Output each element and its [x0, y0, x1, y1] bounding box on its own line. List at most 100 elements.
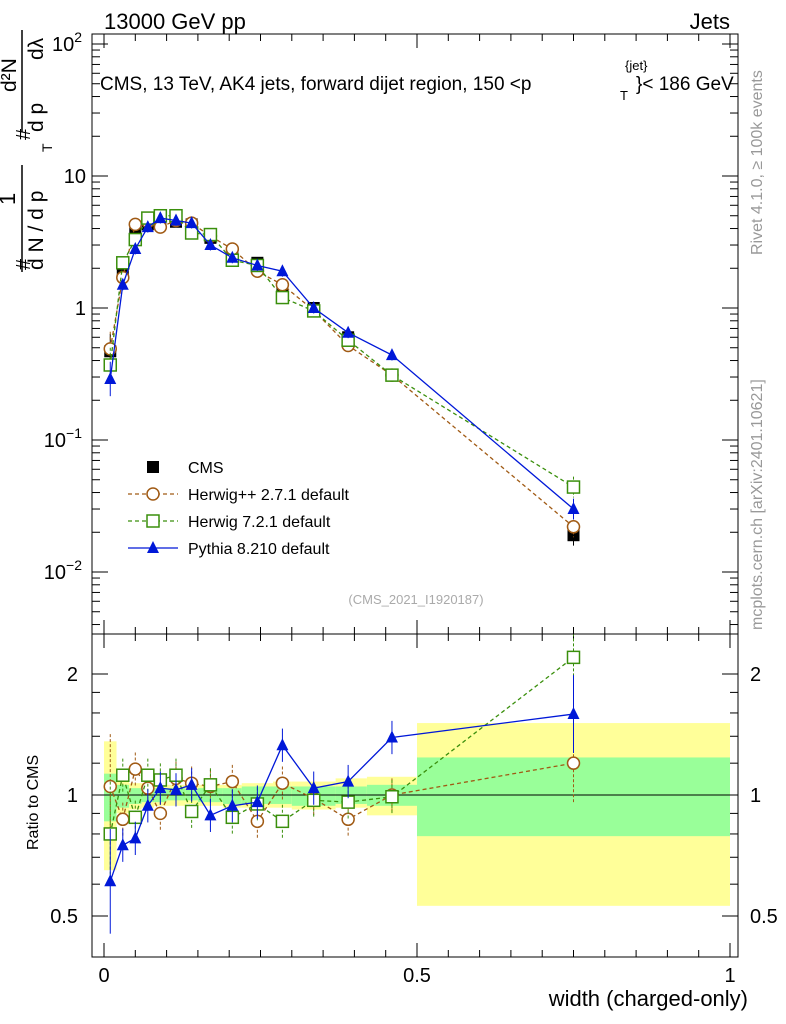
ylabel-d2n: d²N — [0, 58, 21, 92]
source-label: mcplots.cern.ch [arXiv:2401.10621] — [749, 379, 766, 630]
ratio-point — [185, 777, 198, 790]
ratio-point — [251, 795, 264, 808]
ratio-point — [141, 768, 155, 782]
ratio-point — [566, 650, 581, 665]
y-tick-label: 10 — [64, 166, 86, 188]
category-label: Jets — [690, 9, 730, 34]
data-point — [169, 213, 182, 226]
ratio-point — [141, 798, 154, 811]
y-tick-label: 102 — [52, 29, 82, 56]
data-point — [204, 238, 217, 251]
ratio-plot-frame — [91, 633, 739, 958]
x-axis-label: width (charged-only) — [548, 986, 748, 1011]
ratio-point — [104, 874, 117, 887]
ratio-point — [204, 808, 217, 821]
ylabel-dn-dpt: d N / d p — [25, 191, 48, 270]
ratio-point — [307, 781, 320, 794]
ratio-point — [203, 778, 218, 792]
legend-marker — [146, 514, 160, 528]
analysis-watermark: (CMS_2021_I1920187) — [348, 592, 483, 607]
legend: CMS Herwig++ 2.7.1 default Herwig 7.2.1 de… — [128, 460, 350, 558]
ratio-y-tick-label-right: 1 — [750, 785, 761, 807]
data-point — [251, 258, 264, 271]
x-tick-label: 1 — [724, 965, 735, 987]
ratio-point — [275, 776, 290, 790]
data-point — [226, 250, 239, 263]
ratio-point — [116, 768, 130, 782]
legend-marker — [147, 461, 159, 473]
ratio-point — [385, 790, 399, 804]
rivet-version-label: Rivet 4.1.0, ≥ 100k events — [749, 70, 766, 255]
series-line-1 — [109, 219, 574, 528]
series-line-3 — [109, 217, 574, 510]
ylabel-hash-2: # — [13, 128, 35, 140]
ratio-point — [116, 838, 129, 851]
legend-marker — [147, 541, 159, 553]
ratio-point — [184, 804, 199, 819]
data-point — [116, 256, 130, 270]
legend-label: CMS — [188, 460, 224, 477]
y-axis-label: # 1 d N / d p T # d²N d p dλ — [0, 30, 55, 272]
ratio-ylabel: Ratio to CMS — [25, 755, 42, 850]
data-point — [342, 325, 355, 338]
data-point — [276, 264, 289, 277]
ylabel-one: 1 — [0, 193, 20, 205]
data-point — [154, 211, 167, 224]
ratio-point — [385, 730, 398, 743]
data-point — [116, 277, 129, 290]
ratio-line-1 — [109, 656, 574, 835]
ratio-point — [567, 707, 580, 720]
legend-label: Herwig++ 2.7.1 default — [188, 487, 350, 504]
ylabel-dpt: d p — [25, 103, 48, 132]
stat-band-bin — [129, 788, 142, 804]
data-point — [104, 371, 117, 384]
ratio-y-tick-label-right: 0.5 — [750, 906, 778, 928]
ratio-point — [129, 831, 142, 844]
data-point — [567, 502, 580, 515]
data-point — [385, 368, 399, 382]
ratio-y-tick-label: 2 — [67, 664, 78, 686]
ratio-point — [128, 762, 143, 776]
title-suffix: }< 186 GeV — [636, 74, 734, 95]
ratio-point — [169, 782, 182, 795]
ylabel-sub-t: T — [39, 143, 55, 152]
energy-label: 13000 GeV pp — [104, 9, 246, 34]
plot-title: CMS, 13 TeV, AK4 jets, forward dijet reg… — [100, 58, 734, 103]
data-point — [566, 520, 581, 534]
ratio-point — [154, 781, 167, 794]
ratio-point — [153, 806, 168, 821]
title-sup: {jet} — [625, 58, 648, 73]
y-tick-label: 1 — [75, 298, 86, 320]
ylabel-dlambda: dλ — [25, 37, 48, 60]
y-tick-label: 10−1 — [44, 425, 82, 452]
ratio-point — [566, 756, 581, 770]
ratio-y-tick-label: 0.5 — [50, 906, 78, 928]
data-point — [129, 241, 142, 254]
legend-marker — [146, 487, 160, 501]
data-point — [275, 290, 290, 305]
ratio-point — [226, 798, 239, 811]
ratio-point — [225, 774, 240, 789]
data-point — [141, 220, 154, 233]
y-tick-label: 10−2 — [44, 557, 82, 584]
ratio-y-tick-label-right: 2 — [750, 664, 761, 686]
title-prefix: CMS, 13 TeV, AK4 jets, forward dijet reg… — [100, 74, 531, 95]
data-point — [566, 480, 581, 494]
ratio-point — [116, 812, 130, 827]
ratio-point — [342, 774, 355, 787]
x-tick-label: 0.5 — [403, 965, 431, 987]
data-point — [275, 278, 290, 292]
ylabel-hash: # — [13, 258, 35, 270]
data-point — [185, 216, 198, 229]
ratio-point — [128, 810, 143, 825]
legend-label: Pythia 8.210 default — [188, 541, 330, 558]
data-point — [385, 348, 398, 361]
title-sub: T — [620, 88, 628, 103]
data-point — [307, 301, 320, 313]
ratio-point — [341, 812, 355, 827]
data-point — [128, 217, 143, 232]
ratio-point — [275, 814, 290, 829]
series-line-2 — [109, 215, 574, 488]
ratio-y-tick-label: 1 — [67, 785, 78, 807]
